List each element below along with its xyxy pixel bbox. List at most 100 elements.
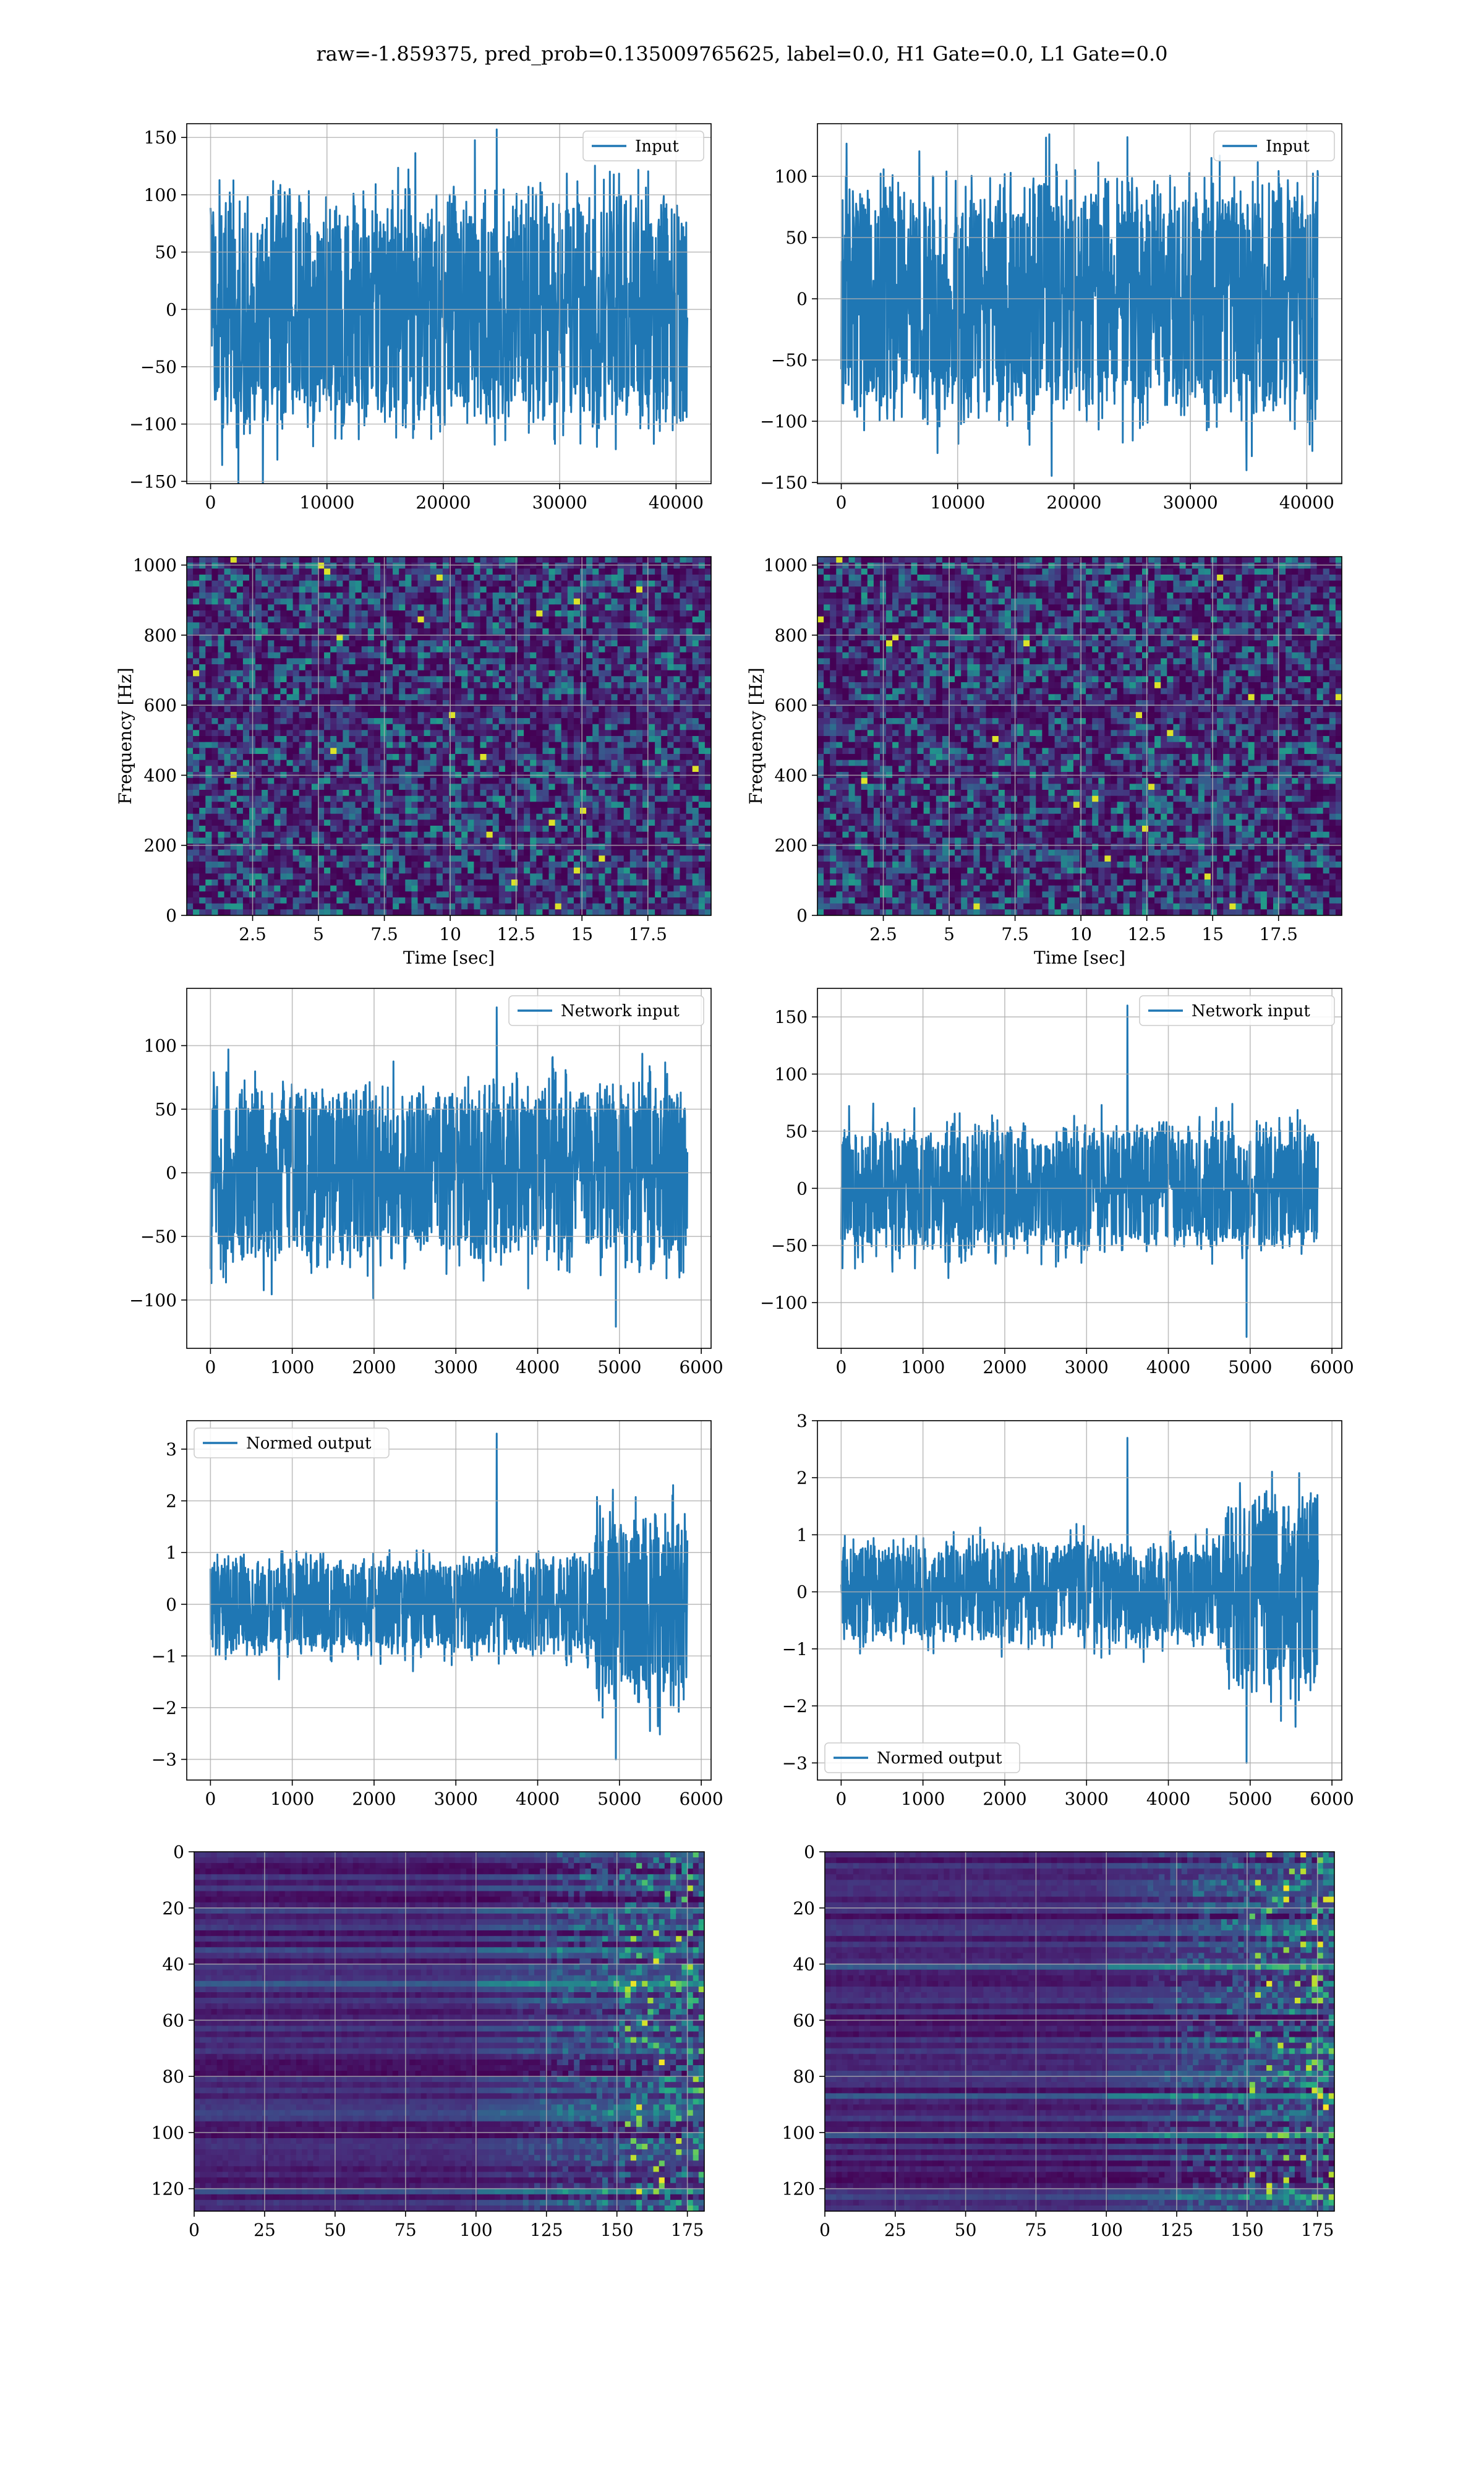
x-tick-label: 5000: [1228, 1357, 1272, 1377]
heatmap-cells: [825, 1852, 1334, 2211]
axes-frame: [194, 1851, 705, 2212]
x-tick-label: 6000: [1310, 1357, 1354, 1377]
series-line: [209, 1432, 689, 1761]
series-line: [840, 1437, 1320, 1764]
y-tick-label: 200: [144, 836, 177, 856]
y-tick-label: 50: [785, 228, 808, 248]
series-line: [209, 1006, 689, 1328]
axes-frame: [186, 123, 712, 484]
series-line: [840, 133, 1319, 477]
x-tick-label: 10: [439, 924, 461, 944]
series-line: [210, 128, 688, 484]
y-tick-label: 800: [775, 625, 808, 646]
x-tick-label: 2000: [352, 1357, 396, 1377]
x-tick-label: 0: [836, 492, 847, 513]
x-tick-label: 3000: [1065, 1357, 1109, 1377]
x-tick-label: 25: [884, 2220, 906, 2240]
legend-label: Input: [1266, 137, 1310, 156]
y-tick-label: 60: [793, 2010, 815, 2031]
x-tick-label: 40000: [649, 492, 704, 513]
y-tick-label: 100: [144, 1036, 177, 1056]
y-tick-label: 1000: [133, 555, 177, 576]
x-tick-label: 100: [1090, 2220, 1123, 2240]
chart-feat-h1: 0 25 50 75 100 125 150 175 0 20 40 60 80 100 120: [151, 1842, 705, 2240]
y-tick-label: 800: [144, 625, 177, 646]
x-tick-label: 150: [1230, 2220, 1263, 2240]
chart-norm-h1: Normed output 0 1000 2000 3000 4000 5000 6000 −3…: [151, 1420, 723, 1809]
axes-frame: [817, 1420, 1342, 1781]
y-tick-label: 40: [793, 1954, 815, 1975]
y-tick-label: −2: [782, 1696, 808, 1716]
chart-spec-l1: 2.5 5 7.5 10 12.5 15 17.5 0 200 400 600 800 1000 Time…: [746, 555, 1342, 968]
x-tick-label: 10000: [299, 492, 354, 513]
y-tick-label: 0: [166, 299, 177, 320]
y-tick-label: 20: [162, 1898, 184, 1919]
legend-label: Network input: [1192, 1002, 1310, 1021]
x-tick-label: 150: [600, 2220, 633, 2240]
x-tick-label: 3000: [1065, 1789, 1109, 1809]
y-tick-label: 2: [796, 1468, 808, 1488]
y-tick-label: 20: [793, 1898, 815, 1919]
x-tick-label: 20000: [1046, 492, 1101, 513]
y-tick-label: 80: [793, 2066, 815, 2087]
x-tick-label: 5000: [597, 1357, 641, 1377]
y-axis-label: Frequency [Hz]: [746, 667, 766, 804]
y-tick-label: 100: [775, 166, 808, 187]
y-tick-label: 50: [785, 1121, 808, 1142]
axes-frame: [817, 988, 1342, 1349]
y-tick-label: 50: [155, 1099, 177, 1119]
chart-input-l1: Input 0 10000 20000 30000 40000 −150 −100 −50 0 50…: [760, 123, 1342, 513]
y-axis-label: Frequency [Hz]: [115, 667, 135, 804]
x-tick-label: 20000: [416, 492, 471, 513]
x-tick-label: 1000: [270, 1357, 314, 1377]
y-tick-label: −50: [771, 1236, 808, 1256]
legend: Network input: [508, 995, 704, 1026]
legend-label: Network input: [561, 1002, 680, 1021]
y-tick-label: 1: [796, 1525, 808, 1545]
x-tick-label: 17.5: [629, 924, 667, 944]
y-tick-label: −100: [760, 1293, 808, 1313]
x-tick-label: 1000: [270, 1789, 314, 1809]
legend: Input: [582, 131, 704, 161]
y-tick-label: −100: [760, 411, 808, 432]
y-tick-label: −50: [771, 350, 808, 370]
x-tick-label: 0: [835, 1357, 846, 1377]
y-tick-label: −3: [151, 1750, 177, 1770]
axes-frame: [186, 556, 712, 916]
legend: Network input: [1139, 995, 1335, 1026]
x-tick-label: 5: [313, 924, 324, 944]
axes-frame: [186, 1420, 712, 1781]
x-tick-label: 40000: [1279, 492, 1334, 513]
x-tick-label: 15: [1201, 924, 1224, 944]
x-tick-label: 0: [835, 1789, 846, 1809]
x-tick-label: 25: [254, 2220, 276, 2240]
y-tick-label: 0: [173, 1842, 184, 1862]
x-tick-label: 50: [955, 2220, 977, 2240]
y-tick-label: −50: [140, 357, 177, 377]
y-tick-label: 2: [166, 1491, 177, 1512]
y-tick-label: 100: [144, 185, 177, 205]
y-tick-label: 120: [151, 2179, 184, 2199]
x-tick-label: 75: [394, 2220, 417, 2240]
chart-input-h1: Input 0 10000 20000 30000 40000 −150 −100 −50 0 50…: [129, 123, 712, 513]
y-tick-label: 400: [775, 765, 808, 785]
axes-frame: [817, 123, 1342, 484]
x-axis-label: Time [sec]: [403, 948, 495, 968]
y-tick-label: 100: [151, 2123, 184, 2143]
x-tick-label: 6000: [679, 1357, 723, 1377]
x-tick-label: 4000: [516, 1789, 560, 1809]
x-tick-label: 10: [1070, 924, 1092, 944]
y-tick-label: 150: [775, 1007, 808, 1027]
x-tick-label: 30000: [532, 492, 587, 513]
x-tick-label: 15: [571, 924, 593, 944]
y-tick-label: 600: [775, 695, 808, 716]
axes-frame: [817, 556, 1342, 916]
y-tick-label: 150: [144, 127, 177, 148]
y-tick-label: 0: [166, 1163, 177, 1183]
legend-label: Normed output: [246, 1434, 372, 1453]
y-tick-label: −100: [129, 414, 177, 435]
x-tick-label: 1000: [901, 1357, 945, 1377]
